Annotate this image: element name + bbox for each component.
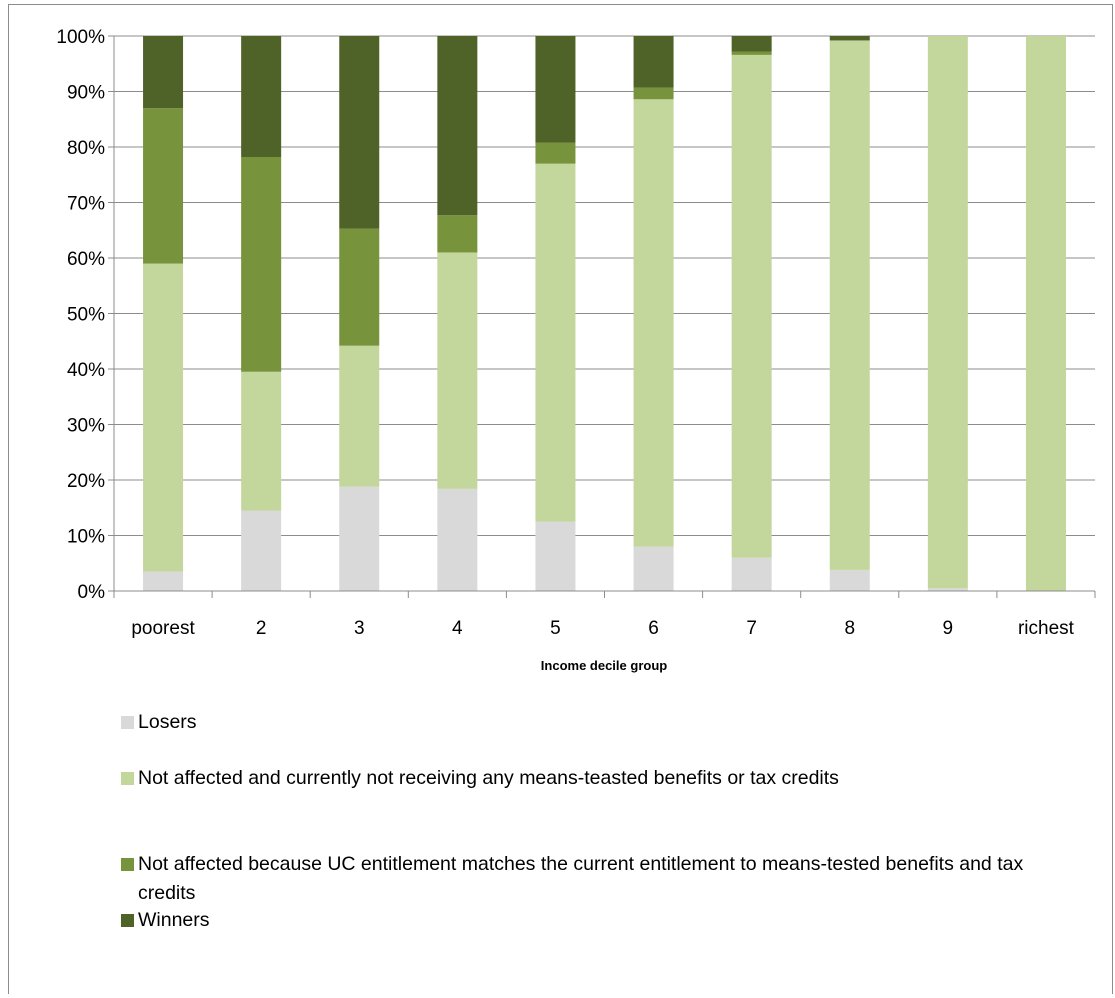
- bar-segment: [241, 371, 282, 511]
- bar-segment: [633, 36, 674, 88]
- legend-label: Not affected because UC entitlement matc…: [138, 853, 1024, 904]
- y-tick-label: 90%: [67, 83, 105, 104]
- bar-segment: [829, 40, 870, 570]
- x-axis-title: Income decile group: [541, 658, 667, 673]
- y-tick-label: 50%: [67, 305, 105, 326]
- bar-segment: [241, 36, 282, 157]
- bar-segment: [437, 215, 478, 253]
- x-tick-label: 6: [648, 618, 659, 639]
- bar-segment: [731, 36, 772, 52]
- bar-segment: [437, 252, 478, 489]
- x-tick-label: poorest: [131, 618, 195, 639]
- y-tick-label: 40%: [67, 360, 105, 381]
- chart-frame: [8, 4, 1113, 994]
- legend-item: Not affected and currently not receiving…: [121, 764, 1043, 793]
- bar-segment: [339, 36, 380, 229]
- x-tick-label: richest: [1018, 618, 1075, 639]
- bar-segment: [633, 99, 674, 547]
- bar-segment: [535, 521, 576, 591]
- y-tick-label: 70%: [67, 194, 105, 215]
- y-tick-label: 20%: [67, 471, 105, 492]
- bar-segment: [241, 510, 282, 591]
- bar-segment: [927, 36, 968, 589]
- y-tick-label: 80%: [67, 138, 105, 159]
- y-tick-label: 0%: [78, 582, 106, 603]
- x-tick-label: 2: [256, 618, 267, 639]
- bar-segment: [633, 87, 674, 100]
- y-tick-label: 100%: [56, 27, 105, 48]
- axes: [108, 35, 1096, 598]
- legend-label: Winners: [138, 909, 210, 931]
- bar-segment: [339, 345, 380, 487]
- x-tick-label: 4: [452, 618, 463, 639]
- legend-item: Losers: [121, 708, 1043, 737]
- bar-segment: [829, 569, 870, 591]
- bar-segment: [535, 163, 576, 522]
- legend-label: Losers: [138, 711, 197, 733]
- x-tick-label: 8: [844, 618, 855, 639]
- legend-swatch: [121, 858, 134, 871]
- bar-segment: [437, 36, 478, 216]
- bar-segment: [1025, 36, 1066, 591]
- bar-segment: [633, 546, 674, 591]
- y-tick-label: 60%: [67, 249, 105, 270]
- legend-swatch: [121, 716, 134, 729]
- bar-segment: [731, 51, 772, 55]
- bar-segment: [535, 142, 576, 164]
- bar-segment: [143, 571, 184, 591]
- bar-segment: [731, 557, 772, 591]
- bar-segment: [339, 228, 380, 346]
- bar-segment: [829, 36, 870, 41]
- legend-item: Not affected because UC entitlement matc…: [121, 850, 1043, 908]
- x-tick-label: 7: [746, 618, 757, 639]
- x-tick-label: 9: [943, 618, 954, 639]
- bars: [143, 36, 1066, 591]
- x-tick-label: 3: [354, 618, 365, 639]
- bar-segment: [927, 588, 968, 591]
- y-tick-label: 10%: [67, 527, 105, 548]
- bar-segment: [731, 54, 772, 558]
- bar-segment: [143, 108, 184, 264]
- legend-item: Winners: [121, 906, 1043, 935]
- bar-segment: [437, 488, 478, 591]
- y-tick-labels: 0% 10% 20% 30% 40% 50% 60% 70% 80% 90% 100%: [56, 27, 105, 603]
- y-tick-label: 30%: [67, 416, 105, 437]
- legend-swatch: [121, 914, 134, 927]
- legend-label: Not affected and currently not receiving…: [138, 767, 839, 789]
- x-tick-labels: poorest 2 3 4 5 6 7 8 9 richest: [131, 618, 1074, 639]
- x-tick-label: 5: [550, 618, 561, 639]
- bar-segment: [339, 486, 380, 591]
- bar-segment: [143, 36, 184, 109]
- legend-swatch: [121, 772, 134, 785]
- bar-segment: [241, 156, 282, 372]
- bar-segment: [143, 263, 184, 572]
- bar-segment: [535, 36, 576, 143]
